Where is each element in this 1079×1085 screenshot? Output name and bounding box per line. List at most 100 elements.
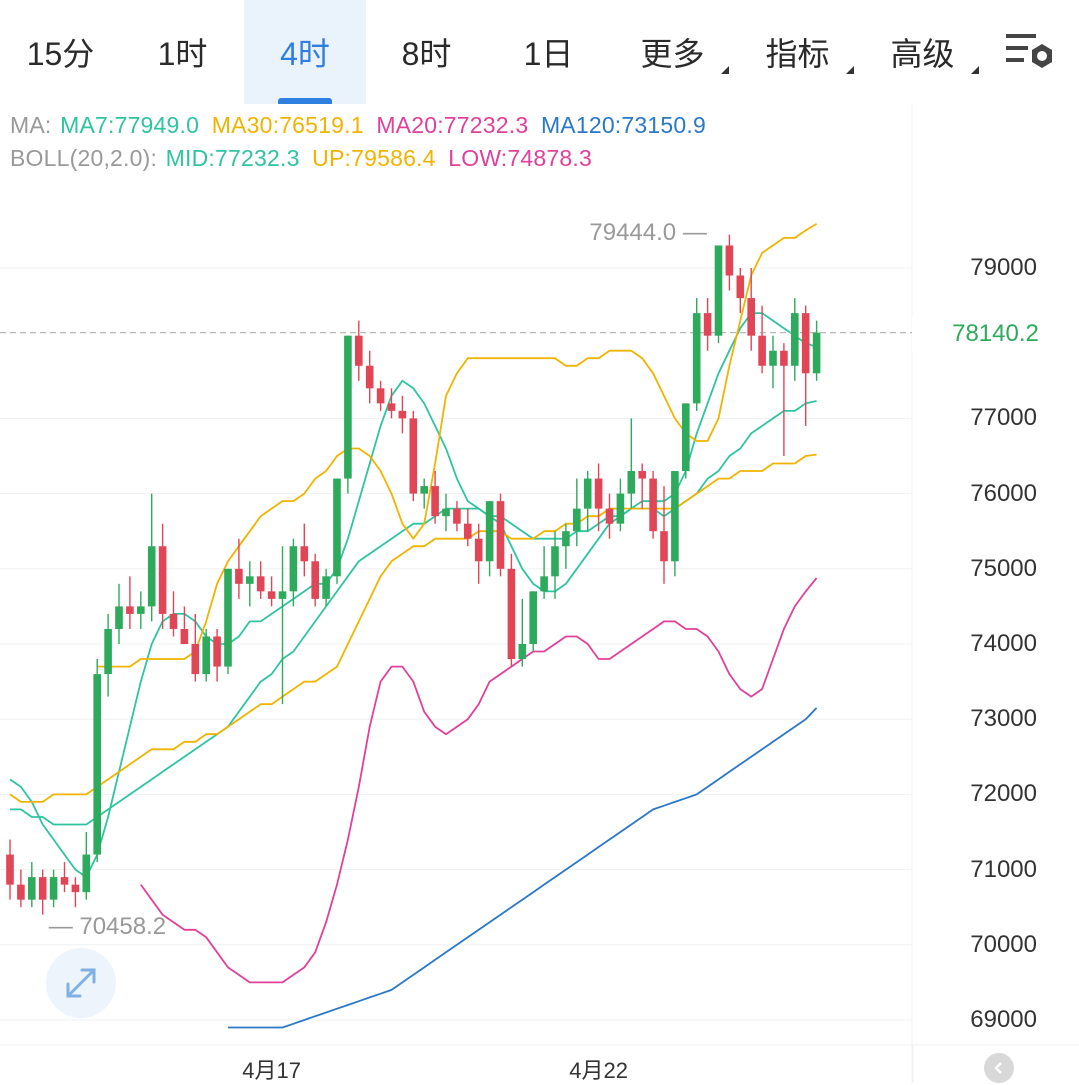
tab-3[interactable]: 8时 (366, 0, 487, 104)
candle-body (60, 877, 69, 885)
candle-body (780, 350, 788, 366)
candle-body (496, 501, 505, 569)
y-tick-label: 77000 (970, 404, 1037, 432)
candle-body (464, 523, 472, 539)
candle-body (137, 606, 145, 614)
ma-legend: MA: MA7:77949.0 MA30:76519.1 MA20:77232.… (10, 112, 712, 139)
candle-body (246, 576, 254, 584)
tab-label: 1日 (523, 36, 574, 72)
y-tick-label: 74000 (970, 630, 1037, 657)
candle-body (518, 644, 527, 660)
current-price-label: 78140.2 (912, 316, 1079, 352)
timeframe-tabbar: 15分 1时 4时 8时 1日 更多 指标 高级 (0, 0, 1079, 104)
candle-body (104, 628, 112, 675)
candle-body (703, 313, 712, 336)
tab-2[interactable]: 4时 (244, 0, 366, 104)
candle-body (355, 335, 363, 366)
y-tick-label: 79000 (970, 254, 1037, 281)
candle-body (507, 568, 516, 660)
candle-body (93, 674, 101, 855)
candle-body (256, 576, 265, 592)
candle-body (758, 335, 766, 366)
candle-body (769, 350, 777, 366)
candle-body (485, 501, 494, 562)
candle-body (682, 403, 690, 472)
tab-label: 更多 (640, 36, 705, 72)
candle-body (529, 591, 537, 644)
candle-body (365, 365, 374, 389)
candle-body (289, 546, 298, 592)
active-tab-indicator (278, 98, 332, 104)
candle-body (158, 546, 167, 614)
dropdown-caret-icon (721, 66, 729, 74)
candle-body (213, 636, 221, 667)
x-tick-label: 4月17 (242, 1058, 301, 1083)
candle-body (387, 403, 396, 411)
low-price-value: 70458.2 (79, 912, 167, 940)
candle-body (376, 388, 385, 404)
series-line-ma30 (9, 453, 817, 803)
candle-body (28, 877, 36, 900)
expand-chart-button[interactable] (46, 948, 116, 1018)
candle-body (300, 546, 309, 562)
high-price-value: 79444.0 (589, 218, 677, 246)
y-tick-label: 70000 (970, 930, 1037, 958)
tab-label: 15分 (26, 36, 95, 72)
high-price-annotation: 79444.0 — (589, 218, 707, 246)
boll-low-value: LOW:74878.3 (448, 145, 592, 171)
candle-body (747, 298, 755, 336)
candle-body (267, 591, 276, 599)
dropdown-caret-icon (971, 66, 979, 74)
k-button[interactable] (984, 1053, 1014, 1083)
tab-1[interactable]: 1时 (121, 0, 244, 104)
dropdown-caret-icon (846, 66, 854, 74)
y-tick-label: 71000 (970, 855, 1037, 883)
tab-4[interactable]: 1日 (487, 0, 610, 104)
tab-6[interactable]: 指标 (735, 0, 860, 104)
ma30-value: MA30:76519.1 (211, 112, 364, 138)
candle-body (38, 877, 47, 900)
candle-body (333, 478, 341, 577)
candle-body (594, 478, 603, 509)
candle-body (649, 478, 657, 532)
candle-body (147, 546, 156, 607)
y-tick-label: 76000 (970, 479, 1037, 507)
candle-body (714, 245, 723, 336)
tab-5[interactable]: 更多 (610, 0, 735, 104)
y-tick-label: 72000 (970, 780, 1037, 808)
candlestick-chart[interactable] (0, 104, 1079, 1083)
candle-body (180, 628, 189, 644)
candle-body (6, 854, 14, 885)
tab-0[interactable]: 15分 (0, 0, 121, 104)
tab-7[interactable]: 高级 (860, 0, 985, 104)
candle-body (344, 335, 352, 479)
candle-body (82, 854, 91, 893)
candle-body (540, 576, 548, 592)
candle-body (671, 471, 679, 562)
y-tick-label: 69000 (970, 1006, 1037, 1033)
tab-label: 指标 (765, 36, 830, 72)
candle-body (71, 884, 80, 893)
candle-body (453, 508, 461, 524)
candle-body (202, 636, 210, 675)
y-tick-label: 75000 (970, 554, 1037, 582)
ma120-value: MA120:73150.9 (540, 112, 706, 138)
candle-body (660, 531, 668, 562)
chart-settings-icon[interactable] (1004, 30, 1056, 76)
candle-body (409, 418, 418, 494)
candle-body (420, 486, 428, 494)
candle-body (311, 561, 319, 599)
tab-label: 高级 (890, 36, 955, 72)
boll-legend: BOLL(20,2.0): MID:77232.3 UP:79586.4 LOW… (10, 145, 598, 172)
candle-body (169, 613, 178, 629)
candle-body (627, 471, 636, 494)
candle-body (791, 313, 799, 366)
candle-body (562, 531, 570, 547)
series-line-ma7 (9, 312, 817, 878)
tab-label: 4时 (280, 36, 330, 72)
candle-body (442, 508, 450, 517)
candle-body (725, 245, 734, 276)
candle-body (115, 606, 123, 629)
candle-body (474, 538, 483, 562)
candle-body (322, 576, 330, 599)
